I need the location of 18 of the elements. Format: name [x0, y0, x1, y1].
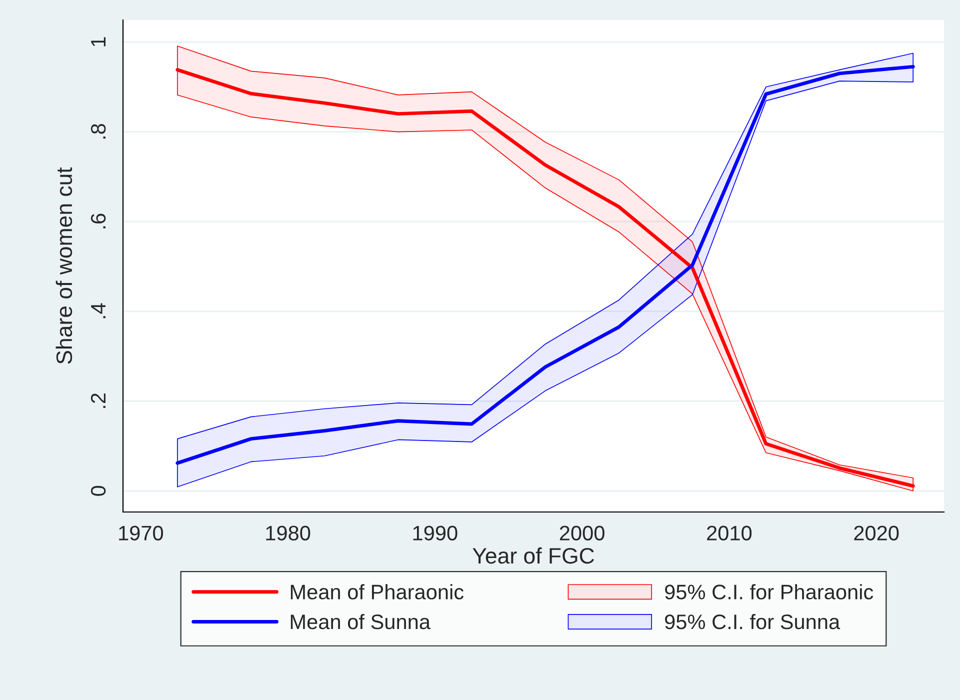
x-axis-title: Year of FGC [472, 547, 594, 564]
x-tick-label: 2020 [854, 526, 899, 540]
legend-label: Mean of Sunna [290, 614, 430, 630]
y-axis-title: Share of women cut [56, 167, 72, 364]
legend-label: Mean of Pharaonic [290, 584, 464, 600]
x-tick-label: 2010 [707, 526, 752, 540]
y-tick-label: .4 [91, 303, 106, 318]
y-tick-label: .6 [90, 214, 106, 228]
text: 95% C.I. for Sunna [665, 614, 840, 630]
y-tick-label: 1 [91, 37, 106, 46]
y-tick-label: .8 [90, 124, 106, 139]
x-tick-label: 1970 [119, 526, 164, 540]
x-tick-label: 1990 [413, 526, 458, 540]
x-tick-label: 2000 [560, 526, 604, 540]
x-tick-label: 1980 [266, 526, 310, 540]
y-tick-label: .2 [90, 393, 106, 408]
text: 95% C.I. for Pharaonic [665, 584, 874, 600]
y-tick-label: 0 [90, 486, 106, 496]
